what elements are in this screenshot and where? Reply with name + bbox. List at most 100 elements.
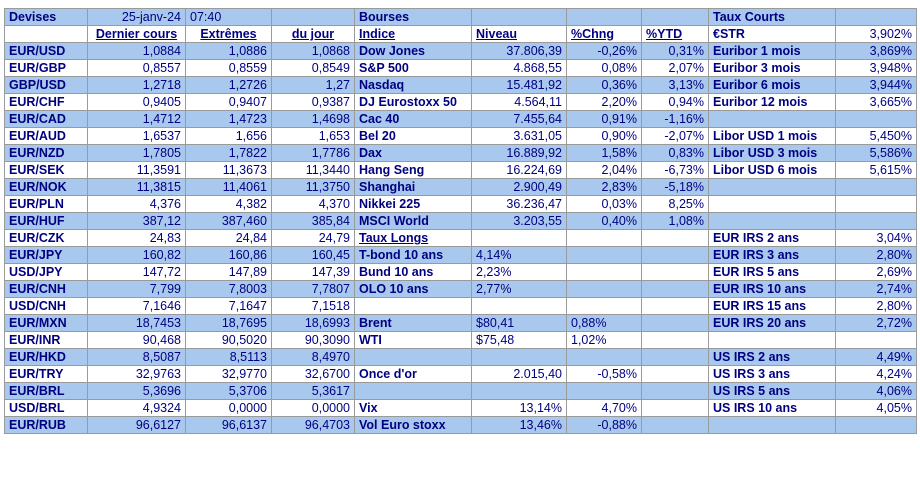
pct-ytd bbox=[641, 348, 709, 366]
day-low: 385,84 bbox=[271, 212, 355, 230]
last-price: 0,8557 bbox=[87, 59, 186, 77]
market-data-table: Devises 25-janv-24 07:40 Bourses Taux Co… bbox=[4, 8, 917, 434]
currency-pair: EUR/NZD bbox=[4, 144, 88, 162]
indice-header: Indice bbox=[354, 25, 472, 43]
day-low: 8,4970 bbox=[271, 348, 355, 366]
index-name: Dax bbox=[354, 144, 472, 162]
pct-change bbox=[566, 263, 642, 281]
rate-value: 3,944% bbox=[835, 76, 917, 94]
table-row: USD/JPY 147,72 147,89 147,39 Bund 10 ans 2,23… bbox=[4, 263, 917, 281]
last-price: 147,72 bbox=[87, 263, 186, 281]
pct-ytd: -6,73% bbox=[641, 161, 709, 179]
pct-change bbox=[566, 297, 642, 315]
last-price: 1,7805 bbox=[87, 144, 186, 162]
rate-name: Euribor 6 mois bbox=[708, 76, 836, 94]
pct-ytd bbox=[641, 229, 709, 247]
rate-value bbox=[835, 212, 917, 230]
day-high: 1,2726 bbox=[185, 76, 272, 94]
day-low: 4,370 bbox=[271, 195, 355, 213]
rate-value: 2,80% bbox=[835, 246, 917, 264]
day-low: 1,27 bbox=[271, 76, 355, 94]
index-level: 36.236,47 bbox=[471, 195, 567, 213]
pct-ytd: -1,16% bbox=[641, 110, 709, 128]
index-level: $75,48 bbox=[471, 331, 567, 349]
currency-pair: EUR/CNH bbox=[4, 280, 88, 298]
devises-header: Devises bbox=[4, 8, 88, 26]
day-high: 1,7822 bbox=[185, 144, 272, 162]
table-row: EUR/TRY 32,9763 32,9770 32,6700 Once d'or 2.0… bbox=[4, 365, 917, 383]
pct-ytd bbox=[641, 382, 709, 400]
pct-ytd: 8,25% bbox=[641, 195, 709, 213]
header-row: Devises 25-janv-24 07:40 Bourses Taux Co… bbox=[4, 8, 917, 26]
day-high: 0,8559 bbox=[185, 59, 272, 77]
rate-name: EUR IRS 15 ans bbox=[708, 297, 836, 315]
day-high: 11,4061 bbox=[185, 178, 272, 196]
last-price: 8,5087 bbox=[87, 348, 186, 366]
pct-ytd bbox=[641, 365, 709, 383]
index-level bbox=[471, 382, 567, 400]
table-row: USD/CNH 7,1646 7,1647 7,1518 EUR IRS 15 ans 2… bbox=[4, 297, 917, 315]
index-name: Nasdaq bbox=[354, 76, 472, 94]
rate-name: EUR IRS 3 ans bbox=[708, 246, 836, 264]
rate-name: US IRS 3 ans bbox=[708, 365, 836, 383]
last-price: 24,83 bbox=[87, 229, 186, 247]
currency-pair: EUR/CHF bbox=[4, 93, 88, 111]
day-low: 1,4698 bbox=[271, 110, 355, 128]
index-level: 2.015,40 bbox=[471, 365, 567, 383]
rate-value: 2,74% bbox=[835, 280, 917, 298]
rate-name: EUR IRS 10 ans bbox=[708, 280, 836, 298]
pct-change: -0,88% bbox=[566, 416, 642, 434]
day-high: 24,84 bbox=[185, 229, 272, 247]
index-name: Dow Jones bbox=[354, 42, 472, 60]
date-cell: 25-janv-24 bbox=[87, 8, 186, 26]
table-row: EUR/SEK 11,3591 11,3673 11,3440 Hang Seng 16.… bbox=[4, 161, 917, 179]
table-row: EUR/CAD 1,4712 1,4723 1,4698 Cac 40 7.455,64 0… bbox=[4, 110, 917, 128]
day-low: 0,9387 bbox=[271, 93, 355, 111]
day-low: 96,4703 bbox=[271, 416, 355, 434]
empty-cell bbox=[835, 8, 917, 26]
estr-label: €STR bbox=[708, 25, 836, 43]
day-low: 0,8549 bbox=[271, 59, 355, 77]
day-high: 1,0886 bbox=[185, 42, 272, 60]
index-name: Taux Longs bbox=[354, 229, 472, 247]
last-price: 18,7453 bbox=[87, 314, 186, 332]
last-price: 5,3696 bbox=[87, 382, 186, 400]
day-low: 18,6993 bbox=[271, 314, 355, 332]
rate-value: 4,05% bbox=[835, 399, 917, 417]
day-high: 160,86 bbox=[185, 246, 272, 264]
rate-value bbox=[835, 331, 917, 349]
pct-change: 0,36% bbox=[566, 76, 642, 94]
pct-change: 1,58% bbox=[566, 144, 642, 162]
rate-value bbox=[835, 195, 917, 213]
day-high: 387,460 bbox=[185, 212, 272, 230]
extremes-header: Extrêmes bbox=[185, 25, 272, 43]
index-name: WTI bbox=[354, 331, 472, 349]
rate-name bbox=[708, 178, 836, 196]
day-high: 96,6137 bbox=[185, 416, 272, 434]
rate-value: 4,24% bbox=[835, 365, 917, 383]
pct-ytd: 0,31% bbox=[641, 42, 709, 60]
empty-cell bbox=[641, 8, 709, 26]
rate-value: 4,49% bbox=[835, 348, 917, 366]
currency-pair: EUR/PLN bbox=[4, 195, 88, 213]
pct-ytd: -2,07% bbox=[641, 127, 709, 145]
table-row: EUR/CHF 0,9405 0,9407 0,9387 DJ Eurostoxx 50… bbox=[4, 93, 917, 111]
index-level: 4.868,55 bbox=[471, 59, 567, 77]
day-high: 18,7695 bbox=[185, 314, 272, 332]
currency-pair: USD/JPY bbox=[4, 263, 88, 281]
table-row: EUR/NOK 11,3815 11,4061 11,3750 Shanghai 2.90… bbox=[4, 178, 917, 196]
pct-ytd bbox=[641, 314, 709, 332]
index-level: 16.224,69 bbox=[471, 161, 567, 179]
day-high: 1,4723 bbox=[185, 110, 272, 128]
rate-name: Euribor 12 mois bbox=[708, 93, 836, 111]
day-low: 1,0868 bbox=[271, 42, 355, 60]
rate-name bbox=[708, 416, 836, 434]
day-high: 11,3673 bbox=[185, 161, 272, 179]
pct-change bbox=[566, 382, 642, 400]
niveau-header: Niveau bbox=[471, 25, 567, 43]
pct-ytd: 1,08% bbox=[641, 212, 709, 230]
day-high: 0,0000 bbox=[185, 399, 272, 417]
index-name: Bel 20 bbox=[354, 127, 472, 145]
rate-name: EUR IRS 5 ans bbox=[708, 263, 836, 281]
pct-change bbox=[566, 246, 642, 264]
